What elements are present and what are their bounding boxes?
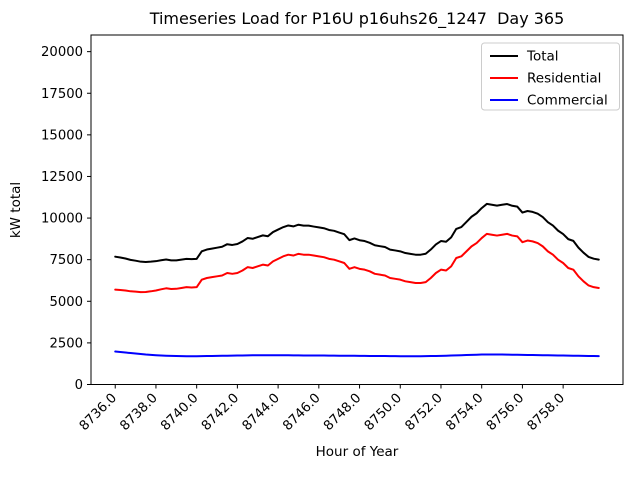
legend-label-residential: Residential xyxy=(527,71,601,87)
x-tick-label: 8758.0 xyxy=(525,391,568,434)
y-tick-label: 0 xyxy=(75,378,83,393)
y-tick-label: 17500 xyxy=(41,87,83,102)
series-line-total xyxy=(114,202,600,264)
y-tick-label: 10000 xyxy=(41,212,83,227)
y-tick-label: 5000 xyxy=(49,295,83,310)
plot-series-layer xyxy=(114,202,600,358)
x-tick-label: 8744.0 xyxy=(240,391,283,434)
y-axis-label: kW total xyxy=(8,182,24,238)
y-tick-label: 7500 xyxy=(49,253,83,268)
chart-title: Timeseries Load for P16U p16uhs26_1247 D… xyxy=(149,9,565,29)
x-tick-label: 8756.0 xyxy=(484,391,527,434)
legend-entry-residential: Residential xyxy=(490,71,601,87)
y-tick-label: 15000 xyxy=(41,128,83,143)
legend-entry-commercial: Commercial xyxy=(490,93,608,109)
x-axis-label: Hour of Year xyxy=(316,444,399,460)
legend-box xyxy=(481,42,620,111)
series-line-commercial xyxy=(114,350,600,358)
x-tick-label: 8740.0 xyxy=(158,391,201,434)
legend-label-total: Total xyxy=(526,49,559,65)
x-tick-label: 8736.0 xyxy=(77,391,120,434)
y-tick-label: 12500 xyxy=(41,170,83,185)
axes-frame xyxy=(90,34,624,385)
x-tick-label: 8746.0 xyxy=(280,391,323,434)
x-tick-label: 8742.0 xyxy=(199,391,242,434)
x-tick-label: 8752.0 xyxy=(403,391,446,434)
x-tick-label: 8748.0 xyxy=(321,391,364,434)
legend-entry-total: Total xyxy=(490,49,559,65)
y-tick-label: 2500 xyxy=(49,336,83,351)
series-line-residential xyxy=(114,232,600,294)
legend: Total Residential Commercial xyxy=(481,42,620,111)
x-tick-label: 8750.0 xyxy=(362,391,405,434)
x-tick-label: 8738.0 xyxy=(118,391,161,434)
x-tick-label: 8754.0 xyxy=(443,391,486,434)
y-tick-label: 20000 xyxy=(41,45,83,60)
legend-label-commercial: Commercial xyxy=(527,93,608,109)
